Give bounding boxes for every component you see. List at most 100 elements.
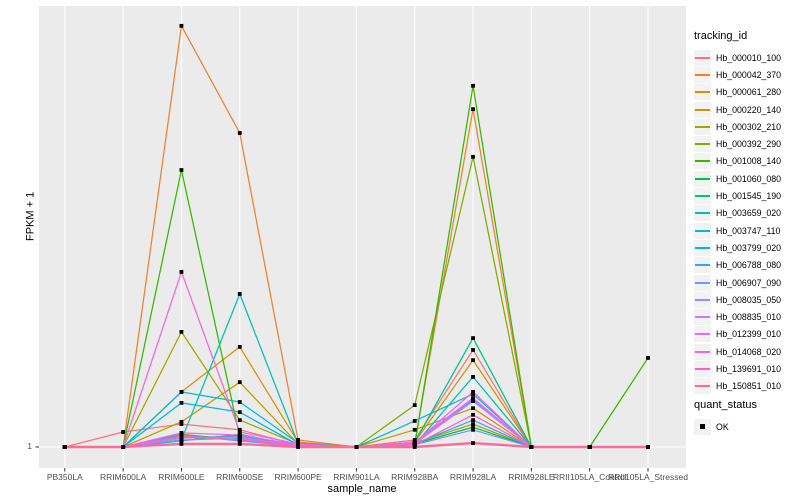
data-point [471,427,475,432]
data-point [237,380,242,385]
data-point [529,445,534,449]
data-point [237,400,242,404]
legend-item-Hb_001060_080: Hb_001060_080 [694,170,781,187]
data-point [412,438,417,442]
data-point [237,427,242,432]
x-tick-label: RRII105LA_Control [552,472,627,482]
legend-item-Hb_006788_080: Hb_006788_080 [694,257,781,274]
legend-quant-status-title: quant_status [694,399,757,411]
x-tick-label: RRIM600LA [99,472,147,482]
legend-item-label: OK [716,421,729,432]
data-point [179,270,184,274]
data-point [587,445,592,449]
data-point [179,436,184,441]
legend-key-line-icon [694,101,711,118]
legend-key-line-icon [694,222,711,239]
legend-item-Hb_008035_050: Hb_008035_050 [694,291,781,308]
data-point [296,442,300,446]
data-point [412,442,417,447]
data-point [237,418,242,422]
legend-key-line-icon [694,360,711,377]
data-point [471,374,475,379]
data-point [471,107,475,112]
data-point [471,348,475,352]
legend-key-line-icon [694,239,711,256]
x-tick-label: RRIM928LE [508,472,555,482]
data-point [237,433,242,437]
legend-tracking-id-title: tracking_id [694,30,748,42]
x-tick-label: PB350LA [46,472,83,482]
legend-item-label: Hb_000302_210 [716,121,782,132]
data-point [471,399,475,404]
legend-item-Hb_000220_140: Hb_000220_140 [694,101,781,118]
data-point [179,434,184,438]
data-point [179,329,184,334]
data-point [412,427,417,432]
data-point [471,412,475,417]
legend-key-line-icon [694,257,711,274]
x-tick-label: RRIM928BA [391,472,439,482]
legend-key-line-icon [694,136,711,153]
legend-item-label: Hb_003747_110 [716,225,781,236]
data-point [412,419,417,423]
legend-item-label: Hb_006788_080 [716,260,782,271]
data-point [471,392,475,396]
legend-quant-status-items: OK [694,418,757,435]
legend-item-Hb_014068_020: Hb_014068_020 [694,343,781,360]
data-point [471,396,475,400]
legend-key-line-icon [694,309,711,326]
data-point [237,442,242,446]
data-point [237,430,242,434]
legend-item-Hb_008835_010: Hb_008835_010 [694,308,782,326]
data-point [296,445,300,449]
legend-key-line-icon [694,205,711,222]
data-point [179,401,184,405]
data-point [237,344,242,349]
data-point [471,83,475,88]
data-point [62,445,67,449]
data-point [471,336,475,340]
legend-item-Hb_003659_020: Hb_003659_020 [694,205,781,222]
legend-quant-status: quant_status OK [694,399,757,435]
data-point [237,410,242,415]
data-point [121,430,126,434]
data-point [179,389,184,394]
legend-item-label: Hb_008035_050 [716,294,782,305]
legend-key-line-icon [694,188,711,205]
legend-item-quant-OK: OK [694,418,757,435]
legend-item-Hb_000392_290: Hb_000392_290 [694,135,782,153]
data-point [179,430,184,435]
data-point [471,358,475,363]
data-point [471,389,475,394]
legend-item-label: Hb_139691_010 [716,363,782,374]
legend-item-Hb_139691_010: Hb_139691_010 [694,360,781,377]
legend-item-Hb_000010_100: Hb_000010_100 [694,49,781,66]
data-point [121,445,126,449]
data-point [237,131,242,135]
data-point [471,154,475,159]
legend-item-label: Hb_001545_190 [716,191,782,202]
legend-item-label: Hb_000061_280 [716,87,782,98]
data-point [179,168,184,172]
data-point [296,438,300,442]
x-tick-label: RRII105LA_Stressed [608,472,688,482]
legend-key-line-icon [694,118,711,135]
legend-key-line-icon [694,66,711,83]
data-point [646,356,650,360]
legend-item-Hb_003747_110: Hb_003747_110 [694,222,781,239]
legend-item-label: Hb_001008_140 [716,156,782,167]
data-point [646,445,650,449]
legend-item-label: Hb_008835_010 [716,312,782,323]
y-tick-label: 1 [27,441,32,451]
legend-item-label: Hb_000392_290 [716,139,782,150]
legend-item-label: Hb_001060_080 [716,173,782,184]
data-point [471,425,475,430]
legend-item-label: Hb_012399_010 [716,329,782,340]
legend-item-Hb_000302_210: Hb_000302_210 [694,118,781,135]
data-point [471,422,475,426]
x-tick-label: RRIM600PE [274,472,322,482]
legend-item-Hb_001008_140: Hb_001008_140 [694,153,781,170]
x-tick-label: RRIM928LA [449,472,497,482]
legend-item-label: Hb_000042_370 [716,69,782,80]
